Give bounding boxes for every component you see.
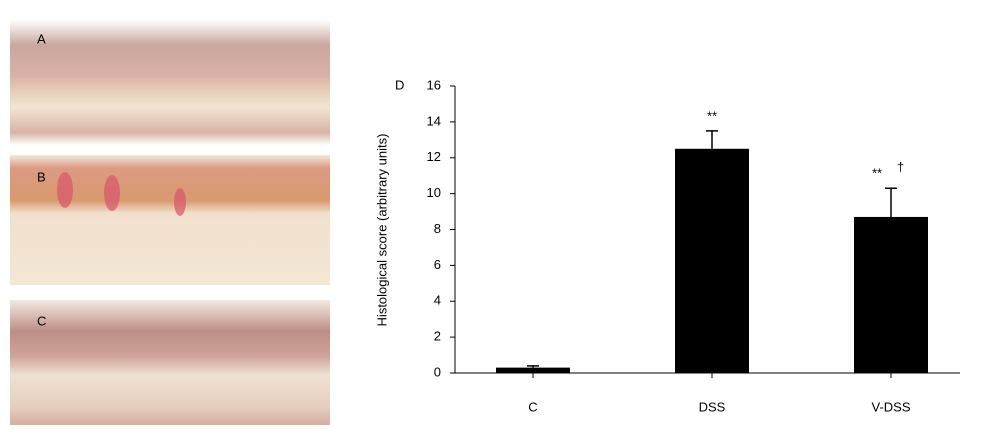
stain: [104, 175, 120, 211]
significance-label: **: [707, 108, 717, 123]
panel-label: A: [37, 31, 46, 46]
y-tick-label: 16: [427, 77, 441, 92]
error-bar: [706, 131, 718, 149]
panel-label: D: [395, 77, 404, 92]
micrograph: [10, 300, 330, 425]
x-tick-label: DSS: [699, 399, 726, 414]
bar: [496, 368, 570, 373]
micrograph: [10, 155, 330, 285]
significance-label: †: [897, 160, 904, 175]
error-bar: [885, 188, 897, 217]
panel-label: B: [37, 169, 46, 184]
y-tick-label: 6: [434, 257, 441, 272]
y-tick-label: 12: [427, 149, 441, 164]
bar: [675, 149, 749, 373]
y-tick-label: 14: [427, 113, 441, 128]
y-tick-label: 8: [434, 221, 441, 236]
y-tick-label: 4: [434, 293, 441, 308]
stain: [174, 188, 186, 216]
micrograph: [10, 20, 330, 145]
page: A B C D Histological score (arbitrary un…: [0, 0, 992, 429]
figure: A B C D Histological score (arbitrary un…: [0, 0, 992, 429]
x-tick-label: V-DSS: [871, 399, 910, 414]
y-tick-label: 10: [427, 185, 441, 200]
error-bar: [527, 366, 539, 368]
y-tick-label: 2: [434, 329, 441, 344]
stain: [57, 172, 73, 208]
bar: [854, 217, 928, 373]
x-tick-label: C: [528, 399, 537, 414]
panel-label: C: [37, 313, 46, 328]
y-tick-label: 0: [434, 364, 441, 379]
significance-label: **: [872, 166, 882, 181]
y-axis-label: Histological score (arbitrary units): [374, 134, 389, 327]
